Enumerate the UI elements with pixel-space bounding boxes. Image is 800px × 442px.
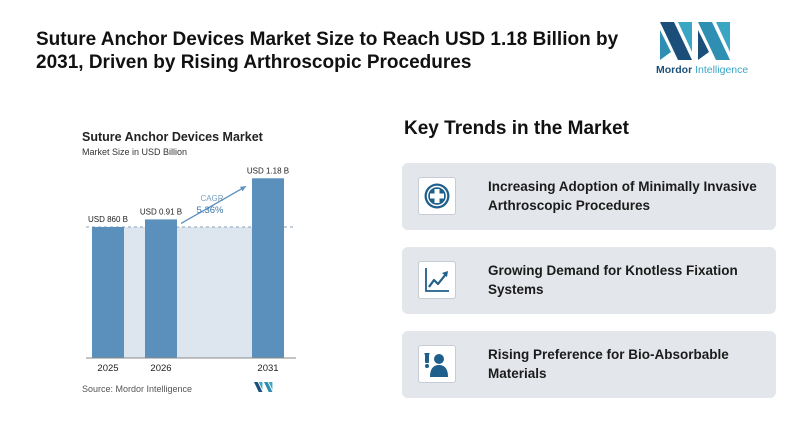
trends-title: Key Trends in the Market xyxy=(404,118,629,139)
medical-cross-icon xyxy=(418,177,456,215)
x-tick-2031: 2031 xyxy=(257,363,278,374)
data-label-2026: USD 0.91 B xyxy=(140,207,182,216)
chart-subtitle: Market Size in USD Billion xyxy=(82,147,188,157)
trend-text: Rising Preference for Bio-Absorbable Mat… xyxy=(488,347,729,381)
cagr-arrow-head xyxy=(240,186,246,192)
mordor-intelligence-logo: Mordor Intelligence xyxy=(656,22,749,80)
mini-logo-icon xyxy=(254,382,273,392)
growth-band xyxy=(108,227,268,358)
data-label-2031: USD 1.18 B xyxy=(247,166,289,175)
scientist-icon xyxy=(418,345,456,383)
chart-title: Suture Anchor Devices Market xyxy=(82,130,263,144)
growth-chart-icon xyxy=(418,261,456,299)
cagr-label: CAGR xyxy=(200,194,223,203)
trend-card-knotless-fixation: Growing Demand for Knotless Fixation Sys… xyxy=(402,247,776,314)
cagr-value: 5.36% xyxy=(197,205,224,216)
x-tick-2026: 2026 xyxy=(150,363,171,374)
bar-2031 xyxy=(252,178,284,358)
page-headline: Suture Anchor Devices Market Size to Rea… xyxy=(36,29,619,73)
trend-text: Growing Demand for Knotless Fixation Sys… xyxy=(488,263,738,297)
trend-text: Increasing Adoption of Minimally Invasiv… xyxy=(488,179,757,213)
x-tick-2025: 2025 xyxy=(97,363,118,374)
trend-card-bio-absorbable: Rising Preference for Bio-Absorbable Mat… xyxy=(402,331,776,398)
cagr-arrow-line xyxy=(180,185,247,224)
mordor-logo-icon xyxy=(660,22,730,60)
data-label-2025: USD 860 B xyxy=(88,215,128,224)
logo-wordmark: Mordor Intelligence xyxy=(656,64,749,76)
bar-2026 xyxy=(145,219,177,358)
bar-2025 xyxy=(92,227,124,358)
chart-source: Source: Mordor Intelligence xyxy=(82,384,193,394)
trend-card-minimally-invasive: Increasing Adoption of Minimally Invasiv… xyxy=(402,163,776,230)
